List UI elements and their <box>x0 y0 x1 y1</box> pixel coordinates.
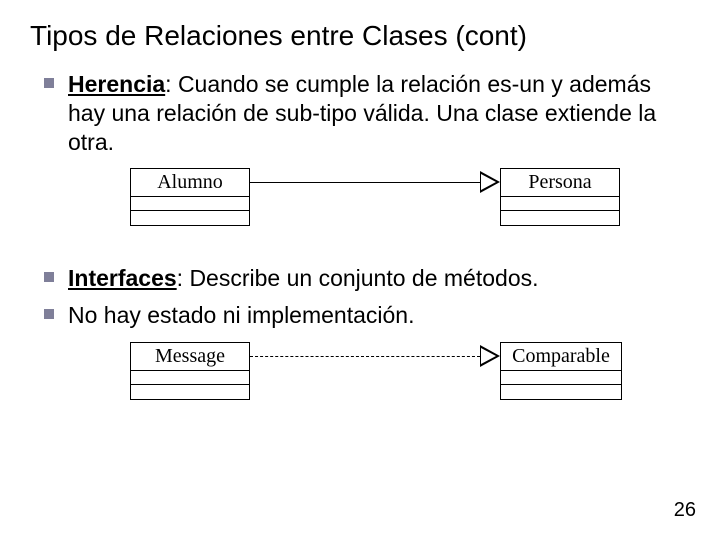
bullet-text: Herencia: Cuando se cumple la relación e… <box>68 70 690 156</box>
slide: Tipos de Relaciones entre Clases (cont) … <box>0 0 720 540</box>
bullet-square-icon <box>44 272 54 282</box>
bullet-item: No hay estado ni implementación. <box>30 301 690 330</box>
uml-attr-compartment <box>501 371 621 385</box>
uml-class-name: Message <box>131 343 249 371</box>
bullet-square-icon <box>44 309 54 319</box>
uml-op-compartment <box>131 385 249 399</box>
uml-op-compartment <box>501 385 621 399</box>
uml-class-name: Alumno <box>131 169 249 197</box>
page-number: 26 <box>674 499 696 522</box>
bullet-item: Herencia: Cuando se cumple la relación e… <box>30 70 690 156</box>
bullet-term: Interfaces <box>68 265 177 291</box>
bullet-rest: No hay estado ni implementación. <box>68 302 414 328</box>
uml-realization-line <box>250 356 480 357</box>
uml-class-comparable: Comparable <box>500 342 622 400</box>
bullet-term: Herencia <box>68 71 165 97</box>
bullet-square-icon <box>44 78 54 88</box>
uml-interface-diagram: Message Comparable <box>30 338 690 428</box>
uml-inheritance-diagram: Alumno Persona <box>30 164 690 254</box>
bullet-text: Interfaces: Describe un conjunto de méto… <box>68 264 690 293</box>
uml-class-message: Message <box>130 342 250 400</box>
bullet-item: Interfaces: Describe un conjunto de méto… <box>30 264 690 293</box>
uml-class-persona: Persona <box>500 168 620 226</box>
bullet-text: No hay estado ni implementación. <box>68 301 690 330</box>
uml-class-name: Comparable <box>501 343 621 371</box>
uml-attr-compartment <box>501 197 619 211</box>
uml-generalization-line <box>250 182 480 183</box>
uml-class-name: Persona <box>501 169 619 197</box>
uml-class-alumno: Alumno <box>130 168 250 226</box>
slide-title: Tipos de Relaciones entre Clases (cont) <box>30 20 690 52</box>
uml-op-compartment <box>501 211 619 225</box>
uml-hollow-arrow-icon <box>480 345 500 367</box>
uml-hollow-arrow-icon <box>480 171 500 193</box>
uml-op-compartment <box>131 211 249 225</box>
bullet-rest: : Describe un conjunto de métodos. <box>177 265 539 291</box>
uml-attr-compartment <box>131 197 249 211</box>
uml-attr-compartment <box>131 371 249 385</box>
